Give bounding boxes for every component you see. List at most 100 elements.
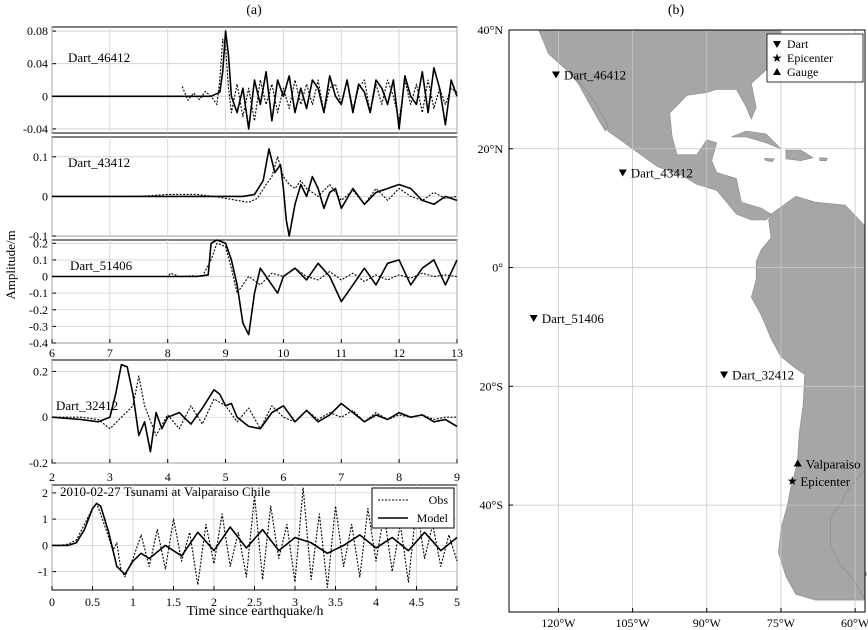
x-tick-label: 3 (292, 595, 298, 609)
x-tick-label: 2 (49, 470, 55, 484)
longitude-tick-label: 75°W (767, 616, 796, 630)
dart-marker-icon (529, 315, 538, 323)
latitude-tick-label: 20°N (478, 142, 504, 156)
y-tick-label: -0.4 (29, 336, 48, 350)
y-tick-label: -0.3 (29, 319, 48, 333)
epicenter-marker-icon: ★ (772, 51, 783, 65)
chart-panel-3: -0.4 -0.3 -0.2 -0.1 0 0.1 0.2 6 7 8 9 10 11 12 13 Dart_… (29, 236, 463, 360)
observed-series-line (181, 38, 458, 122)
y-tick-label: -1 (38, 565, 48, 579)
longitude-tick-label: 90°W (693, 616, 722, 630)
model-series-line (52, 502, 458, 576)
plot-frame (51, 136, 458, 237)
puerto-rico-land (819, 157, 828, 161)
panel-title: Dart_32412 (56, 398, 118, 413)
dart-marker-icon (720, 371, 729, 379)
panel-title: Dart_46412 (68, 50, 130, 65)
panel-label-b: (b) (668, 3, 685, 18)
station-label: Dart_32412 (732, 367, 794, 382)
station-label: Dart_46412 (564, 68, 626, 83)
model-series-line (52, 148, 458, 237)
map-frame (508, 29, 866, 613)
station-dart-43412: Dart_43412 (618, 166, 693, 181)
y-tick-label: 0.2 (33, 236, 48, 250)
map-legend-label: Dart (787, 37, 809, 51)
y-tick-label: -0.2 (29, 456, 48, 470)
station-dart-32412: Dart_32412 (720, 367, 794, 382)
model-series-line (52, 239, 458, 336)
baja-california-land (573, 74, 609, 132)
x-tick-label: 10 (277, 346, 289, 360)
y-tick-label: -0.1 (29, 229, 48, 243)
x-tick-label: 2 (211, 595, 217, 609)
hispaniola-land (785, 149, 814, 162)
north-america-land (538, 29, 782, 221)
island-land (861, 570, 868, 577)
legend-box (371, 487, 455, 529)
x-tick-label: 4 (373, 595, 379, 609)
y-tick-label: -0.2 (29, 303, 48, 317)
x-tick-label: 9 (454, 470, 460, 484)
chart-panel-4: -0.2 0 0.2 2 3 4 5 6 7 8 9 Dart_32412 (29, 359, 460, 484)
longitude-tick-label: 120°W (541, 616, 576, 630)
x-tick-label: 13 (451, 346, 463, 360)
x-tick-label: 1 (130, 595, 136, 609)
chart-panel-5: -1 0 1 2 0 0.5 1 1.5 2 2.5 3 3.5 4 4.5 5 2010-02-27 Tsu… (38, 484, 460, 609)
x-tick-label: 7 (107, 346, 113, 360)
station-epicenter: ★ Epicenter (787, 474, 851, 489)
island-land (854, 571, 861, 578)
model-series-line (52, 30, 458, 130)
map-panel: 40°N 20°N 0° 20°S 40°S 120°W 105°W 90°W 75°W 60°W… (478, 23, 868, 630)
longitude-tick-label: 105°W (616, 616, 651, 630)
y-tick-label: 0.04 (27, 57, 48, 71)
time-series-panels: -0.04 0 0.04 0.08 Dart_46412 -0.1 0 0.1 Dart_434… (23, 24, 463, 609)
y-axis-label: Amplitude/m (3, 230, 18, 299)
x-tick-label: 6 (49, 346, 55, 360)
x-tick-label: 0 (49, 595, 55, 609)
y-tick-label: -0.1 (29, 286, 48, 300)
panel-title: 2010-02-27 Tsunami at Valparaiso Chile (60, 484, 270, 499)
station-valparaiso: Valparaiso (793, 457, 861, 472)
observed-series-line (52, 375, 457, 437)
x-axis-label: Time since earthquake/h (186, 604, 323, 619)
latitude-tick-label: 40°N (478, 23, 504, 37)
y-tick-label: 0.1 (33, 150, 48, 164)
chart-panel-1: -0.04 0 0.04 0.08 Dart_46412 (23, 24, 458, 136)
x-tick-label: 5 (454, 595, 460, 609)
y-tick-label: 1 (42, 512, 48, 526)
x-tick-label: 3.5 (328, 595, 343, 609)
y-tick-label: 0 (42, 538, 48, 552)
station-label: Valparaiso (806, 457, 861, 472)
map-legend-label: Epicenter (787, 51, 833, 65)
y-tick-label: 0.08 (27, 24, 48, 38)
map-legend-label: Gauge (787, 65, 818, 79)
x-tick-label: 4 (165, 470, 171, 484)
x-tick-label: 5 (223, 470, 229, 484)
observed-series-line (127, 156, 458, 205)
x-tick-label: 8 (396, 470, 402, 484)
panel-title: Dart_51406 (70, 258, 133, 273)
panel-title: Dart_43412 (68, 155, 130, 170)
jamaica-land (764, 157, 776, 163)
observed-series-line (109, 242, 458, 294)
x-tick-label: 0.5 (85, 595, 100, 609)
station-dart-51406: Dart_51406 (529, 311, 604, 326)
panel-label-a: (a) (246, 3, 262, 18)
gauge-marker-icon (793, 459, 802, 467)
x-tick-label: 8 (165, 346, 171, 360)
legend-label: Obs (429, 493, 449, 507)
longitude-tick-label: 60°W (841, 616, 868, 630)
island-land (837, 589, 844, 596)
latitude-tick-label: 0° (492, 261, 503, 275)
y-tick-label: 0 (42, 270, 48, 284)
x-tick-label: 2.5 (247, 595, 262, 609)
station-label: Epicenter (800, 474, 850, 489)
station-dart-46412: Dart_46412 (551, 68, 626, 83)
x-tick-label: 3 (107, 470, 113, 484)
station-label: Dart_43412 (631, 166, 693, 181)
y-tick-label: 0.2 (33, 364, 48, 378)
x-tick-label: 4.5 (409, 595, 424, 609)
map-legend-box (766, 33, 864, 83)
